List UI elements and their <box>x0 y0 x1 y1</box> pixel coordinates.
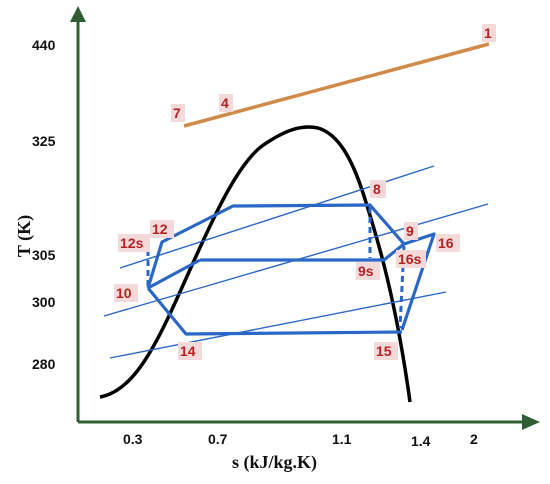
x-axis-title: s (kJ/kg.K) <box>232 452 317 473</box>
x-tick-label: 1.4 <box>411 433 431 449</box>
point-label-12s: 12s <box>120 235 144 251</box>
x-tick-label: 0.3 <box>123 431 143 447</box>
x-tick-label: 0.7 <box>208 431 228 447</box>
point-box <box>374 342 398 360</box>
point-box <box>219 94 233 112</box>
y-axis-arrowhead <box>70 6 86 22</box>
y-tick-label: 280 <box>32 356 56 372</box>
point-label-7: 7 <box>173 105 181 121</box>
point-label-4: 4 <box>221 95 229 111</box>
point-box <box>396 250 426 268</box>
x-tick-label: 2 <box>470 431 478 447</box>
point-label-14: 14 <box>180 343 196 359</box>
point-box <box>171 104 185 122</box>
isobar-line-high <box>119 165 435 269</box>
point-label-1: 1 <box>484 25 492 41</box>
point-box <box>178 342 202 360</box>
point-box <box>356 262 380 280</box>
cycle-middle-connector <box>147 258 201 290</box>
point-label-16: 16 <box>438 235 454 251</box>
point-box <box>436 234 460 252</box>
cycle-upper-path <box>146 203 436 331</box>
saturation-dome <box>99 125 412 403</box>
point-label-8: 8 <box>373 181 381 197</box>
point-label-10: 10 <box>116 285 132 301</box>
cycle-middle-isobar <box>200 242 405 262</box>
point-label-16s: 16s <box>398 251 422 267</box>
y-tick-label: 325 <box>32 133 56 149</box>
isobar-line-low <box>109 291 447 359</box>
point-label-9s: 9s <box>358 263 374 279</box>
point-box <box>482 24 496 42</box>
point-box <box>118 234 150 252</box>
y-axis-title: T (K) <box>14 215 35 257</box>
x-axis-arrowhead <box>522 414 540 430</box>
y-tick-label: 300 <box>32 294 56 310</box>
point-box <box>150 220 174 238</box>
point-label-12: 12 <box>152 221 168 237</box>
y-tick-label: 440 <box>32 37 56 53</box>
point-label-9: 9 <box>406 223 414 239</box>
cycle-low-isobar <box>146 286 403 336</box>
point-box <box>114 284 138 302</box>
point-label-15: 15 <box>376 343 392 359</box>
point-box <box>370 180 386 198</box>
y-tick-label: 305 <box>32 247 56 263</box>
x-tick-label: 1.1 <box>332 431 352 447</box>
heat-source-line <box>183 42 490 128</box>
point-box <box>404 222 418 240</box>
